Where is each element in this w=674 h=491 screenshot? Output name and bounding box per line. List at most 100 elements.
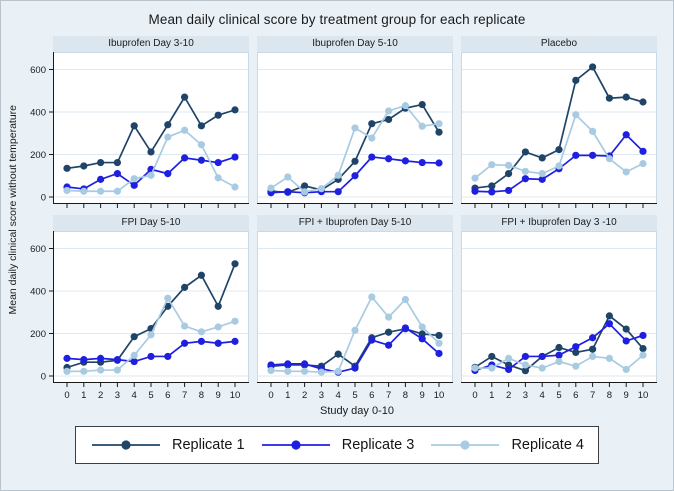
data-point [214,302,222,310]
y-tick-label: 200 [30,329,46,340]
data-point [334,188,342,196]
data-point [147,171,155,179]
data-point [334,171,342,179]
data-point [63,367,71,375]
data-point [538,170,546,178]
data-point [231,153,239,161]
x-tick-label: 9 [216,390,221,401]
data-point [385,155,393,163]
data-point [130,333,138,341]
data-point [401,102,409,110]
data-point [181,93,189,101]
data-point [80,356,88,364]
data-point [639,331,647,340]
data-point [505,186,513,195]
data-point [505,365,513,374]
x-tick-label: 7 [590,390,595,401]
x-tick-label: 5 [148,390,153,401]
data-point [555,343,563,352]
data-point [214,111,222,119]
x-tick-label: 4 [540,390,545,401]
x-tick-label: 4 [132,390,137,401]
data-point [97,175,105,183]
legend-item: Replicate 1 [90,437,245,453]
data-point [301,360,309,368]
data-point [605,155,613,163]
panel-header: FPI + Ibuprofen Day 5-10 [257,215,453,231]
x-tick-label: 3 [115,390,120,401]
data-point [505,170,513,178]
x-tick-label: 8 [607,390,612,401]
data-point [521,148,529,156]
panel-plot-svg: 0 1 2 3 4 5 6 7 8 9 10 [461,231,657,401]
x-tick-label: 0 [472,390,477,401]
panel-plot-svg [461,52,657,208]
x-tick-label: 5 [556,390,561,401]
data-point [181,339,189,347]
data-point [572,76,580,84]
y-axis-title-text: Mean daily clinical score without temper… [7,104,19,315]
data-point [572,343,580,351]
data-point [231,183,239,191]
x-tick-label: 3 [523,390,528,401]
data-point [555,162,563,170]
data-point [334,350,342,358]
data-point [572,151,580,159]
panel: FPI + Ibuprofen Day 3 -10 0 1 2 3 4 5 6 7 8 9 10 [461,215,657,401]
data-point [197,141,205,149]
data-point [589,127,597,135]
data-point [589,352,597,361]
data-point [97,366,105,374]
data-point [301,367,309,375]
panel-header: Ibuprofen Day 5-10 [257,36,453,52]
data-point [639,98,647,106]
x-tick-label: 8 [199,390,204,401]
data-point [231,260,239,268]
data-point [521,175,529,183]
data-point [301,188,309,196]
legend-marker-icon [431,440,500,450]
x-tick-label: 10 [434,390,445,401]
data-point [368,293,376,301]
data-point [471,187,479,195]
y-tick-label: 0 [41,371,46,382]
data-point [231,337,239,345]
data-point [538,175,546,183]
panel: FPI Day 5-10 0 1 2 3 4 5 6 7 8 9 10 0 200 400 600 [30,215,249,401]
data-point [435,331,443,340]
panel-row: Ibuprofen Day 3-10 0 200 400 600 Ibuprofen Da… [30,36,673,208]
x-tick-label: 0 [64,390,69,401]
data-point [639,147,647,155]
data-point [113,170,121,178]
data-point [589,345,597,353]
panels-grid: Ibuprofen Day 3-10 0 200 400 600 Ibuprofen Da… [25,36,673,401]
data-point [385,328,393,336]
data-point [488,182,496,190]
data-point [505,161,513,169]
data-point [164,121,172,129]
data-point [351,157,359,165]
data-point [435,128,443,136]
data-point [181,283,189,291]
data-point [181,322,189,330]
data-point [572,111,580,119]
panel-plot-svg: 0 200 400 600 [30,52,249,208]
data-point [80,187,88,195]
x-tick-label: 2 [98,390,103,401]
data-point [639,160,647,168]
data-point [418,122,426,130]
data-point [589,151,597,159]
legend-item: Replicate 4 [429,437,584,453]
x-tick-label: 1 [489,390,494,401]
data-point [164,170,172,178]
data-point [622,168,630,176]
x-tick-label: 6 [573,390,578,401]
data-point [113,158,121,167]
data-point [435,339,443,347]
data-point [639,344,647,353]
data-point [385,313,393,321]
x-tick-label: 7 [182,390,187,401]
data-point [521,361,529,369]
chart-title: Mean daily clinical score by treatment g… [148,12,526,27]
data-point [147,331,155,339]
